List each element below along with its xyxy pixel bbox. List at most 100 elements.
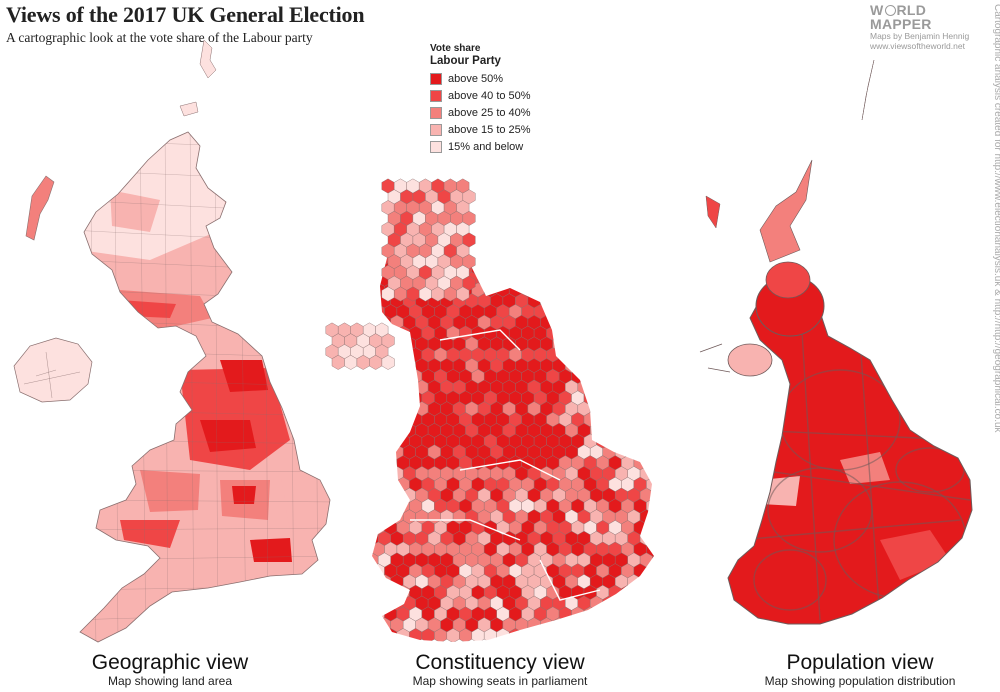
caption-subtitle: Map showing seats in parliament (412, 674, 588, 688)
constituency-hex (490, 240, 504, 244)
constituency-hex (558, 325, 572, 341)
legend-swatch (430, 89, 442, 102)
constituency-hex (646, 347, 654, 363)
constituency-hex (596, 240, 610, 255)
constituency-hex (372, 628, 385, 642)
constituency-hex (533, 260, 547, 276)
constituency-hex (627, 358, 641, 374)
constituency-hex (390, 401, 404, 417)
constituency-hex (608, 325, 622, 341)
logo-wordmark: W RLD (870, 2, 927, 18)
legend-swatch (430, 140, 442, 153)
constituency-hex (639, 574, 653, 590)
legend-swatch (430, 106, 442, 119)
highland-areas (110, 190, 160, 232)
constituency-hex (652, 617, 654, 633)
constituency-hex (515, 250, 529, 266)
constituency-hex (378, 487, 391, 503)
constituency-hex (602, 336, 616, 352)
constituency-hex (390, 422, 404, 438)
constituency-hex (615, 422, 628, 438)
constituency-hex (490, 250, 504, 266)
legend-label: above 25 to 40% (448, 106, 531, 119)
constituency-hex (608, 260, 622, 276)
constituency-hex (583, 240, 597, 255)
constituency-hex (596, 368, 610, 384)
constituency-hex (615, 595, 628, 611)
constituency-hex (646, 390, 654, 406)
constituency-hex (639, 401, 653, 417)
constituency-hex (583, 628, 597, 642)
constituency-hex (596, 628, 610, 642)
constituency-hex (558, 260, 572, 276)
constituency-hex (378, 379, 391, 395)
constituency-hex (378, 422, 391, 438)
constituency-hex (602, 293, 616, 309)
constituency-hex (577, 358, 591, 374)
population-map (699, 59, 973, 625)
constituency-hex (633, 282, 647, 298)
constituency-hex (477, 250, 491, 266)
constituency-hex (596, 412, 610, 428)
constituency-hex (652, 336, 654, 352)
region-boundaries (410, 329, 601, 601)
western-isles-area (25, 175, 55, 241)
constituency-hex (627, 595, 641, 611)
constituency-hex (627, 401, 641, 417)
website-link[interactable]: www.viewsoftheworld.net (870, 41, 965, 51)
constituency-hex (652, 574, 654, 590)
constituency-hex (565, 240, 578, 244)
constituency-hex (515, 271, 529, 287)
constituency-hex (602, 358, 616, 374)
constituency-hex (646, 304, 654, 320)
constituency-hex (590, 314, 603, 330)
constituency-hex (552, 240, 566, 244)
constituency-hex (639, 422, 653, 438)
constituency-hex (633, 325, 647, 341)
constituency-hex (652, 530, 654, 546)
constituency-hex (540, 250, 553, 266)
constituency-hex (621, 325, 635, 341)
constituency-hex (602, 240, 616, 244)
ni-population-boundaries (699, 343, 731, 373)
islands-population-area (861, 59, 875, 121)
constituency-hex (646, 433, 654, 449)
constituency-hex (390, 379, 404, 395)
constituency-hex (372, 271, 379, 287)
logo-wordmark-line2: MAPPER (870, 16, 932, 32)
constituency-hex (639, 250, 653, 266)
constituency-hex (484, 260, 497, 276)
constituency-hex (608, 628, 622, 642)
constituency-hex (633, 628, 647, 642)
constituency-hex (496, 260, 510, 276)
constituency-hex (590, 271, 603, 287)
constituency-hex (577, 240, 591, 244)
constituency-hex (608, 390, 622, 406)
constituency-hex (627, 240, 641, 244)
glasgow-population-area (765, 261, 811, 299)
population-outline (727, 283, 973, 625)
constituency-hex (608, 412, 622, 428)
constituency-hex (396, 347, 410, 363)
legend-title: Vote share (430, 43, 481, 54)
constituency-hex (372, 390, 385, 406)
constituency-hex (652, 379, 654, 395)
constituency-hex (602, 617, 616, 633)
constituency-hex (565, 271, 578, 287)
constituency-hex (456, 286, 470, 302)
scotland-north-areas (80, 132, 240, 260)
byline: Maps by Benjamin Hennig (870, 31, 970, 41)
constituency-hex (484, 240, 497, 255)
constituency-hex (403, 379, 416, 395)
population-lighter-area (760, 476, 800, 506)
constituency-hex (646, 563, 654, 579)
page-title: Views of the 2017 UK General Election (6, 2, 365, 27)
population-areas (728, 284, 972, 624)
constituency-hex (577, 250, 591, 266)
constituency-hex (372, 250, 379, 266)
western-isles-population-area (705, 195, 721, 229)
legend-item: above 50% (430, 70, 531, 87)
shetland-area (199, 39, 217, 79)
constituency-hex (571, 628, 585, 642)
